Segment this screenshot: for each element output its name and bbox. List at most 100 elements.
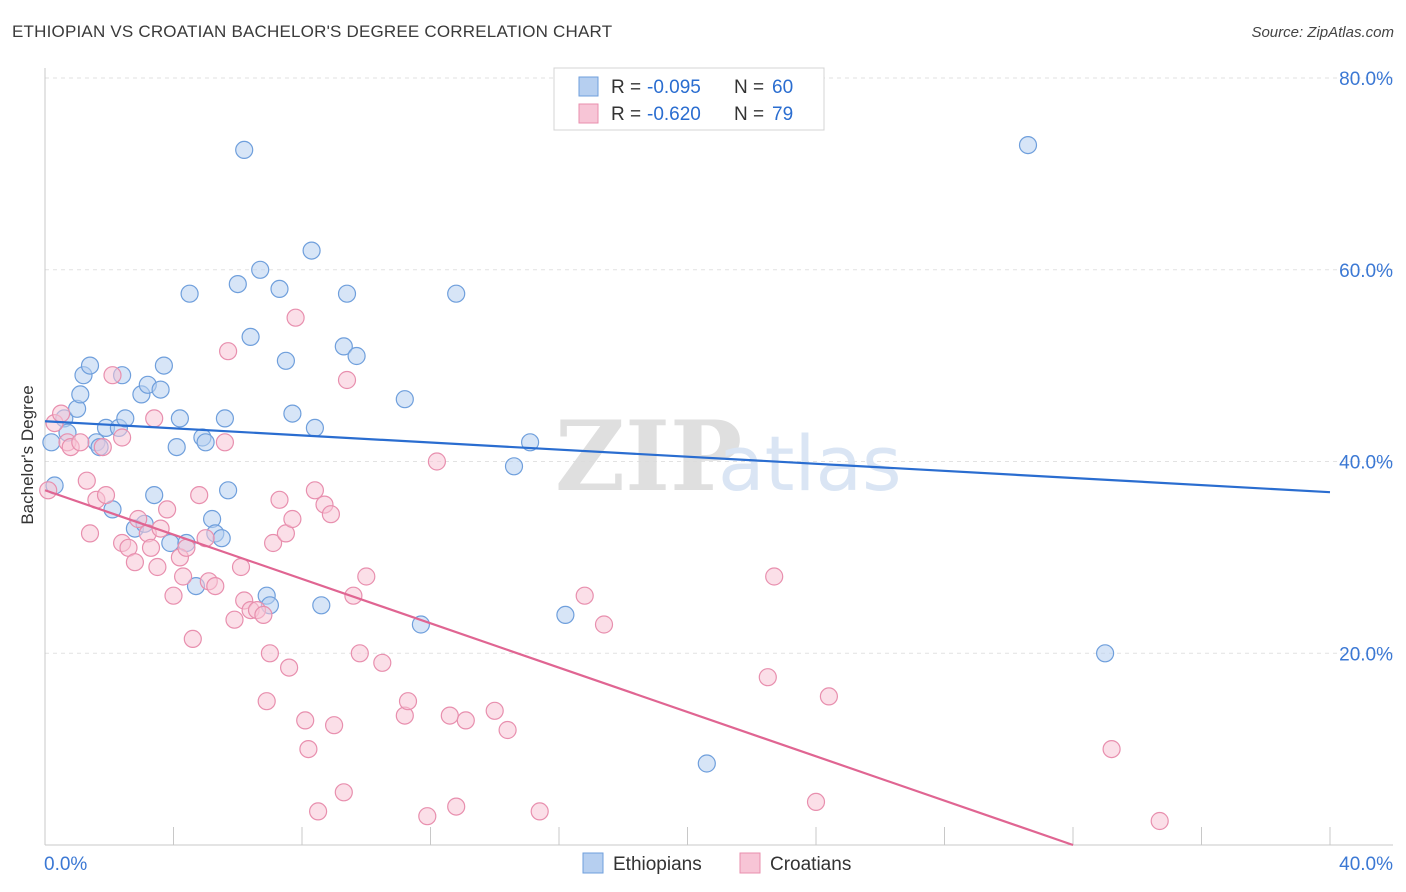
croatians-point <box>257 692 276 711</box>
croatians-n-value: 79 <box>772 104 793 125</box>
croatians-point <box>280 658 299 677</box>
legend-croatians-label: Croatians <box>770 854 851 875</box>
croatians-trend-line <box>44 489 1074 847</box>
stats-legend-box <box>553 67 825 131</box>
x-tick-label: 0.0% <box>44 854 87 875</box>
croatians-point <box>299 739 318 759</box>
croatians-point <box>296 711 315 730</box>
croatians-point <box>418 807 437 826</box>
croatians-point <box>309 802 328 821</box>
croatians-point <box>158 500 177 519</box>
croatians-point <box>456 711 475 730</box>
ethiopians-trend-line <box>44 420 1331 494</box>
y-tick-label: 40.0% <box>1339 453 1393 474</box>
croatians-point <box>765 567 784 586</box>
ethiopians-point <box>1095 644 1115 663</box>
ethiopians-point <box>270 279 289 298</box>
croatians-point <box>447 797 466 816</box>
croatians-point <box>758 668 777 687</box>
ethiopians-point <box>283 404 302 423</box>
ethiopians-r-label: R = <box>611 77 641 98</box>
croatians-point <box>225 610 244 629</box>
croatians-point <box>190 486 209 505</box>
croatians-point <box>183 629 202 649</box>
croatians-point <box>125 553 144 572</box>
croatians-point <box>819 687 839 706</box>
croatians-point <box>1150 811 1169 831</box>
croatians-point <box>283 509 302 529</box>
ethiopians-n-value: 60 <box>772 77 793 98</box>
ethiopians-point <box>145 486 164 505</box>
croatians-point <box>594 615 614 634</box>
croatians-r-label: R = <box>611 104 641 125</box>
croatians-point <box>398 692 418 711</box>
croatians-point <box>96 486 116 505</box>
y-tick-label: 60.0% <box>1339 261 1393 282</box>
y-tick-label: 80.0% <box>1339 69 1393 90</box>
croatians-point <box>806 792 826 812</box>
croatians-point <box>215 433 234 452</box>
axes <box>44 68 1393 846</box>
croatians-point <box>164 586 183 605</box>
ethiopians-point <box>228 275 247 294</box>
croatians-point <box>427 452 446 471</box>
croatians-n-label: N = <box>734 104 764 125</box>
chart-source: Source: ZipAtlas.com <box>1251 24 1394 41</box>
croatians-point <box>357 567 376 586</box>
y-tick-label: 20.0% <box>1339 644 1393 665</box>
legend-ethiopians-swatch <box>582 852 604 874</box>
ethiopians-point <box>161 533 180 553</box>
ethiopians-point <box>196 433 215 452</box>
ethiopians-point <box>504 457 524 476</box>
ethiopians-point <box>447 284 466 303</box>
croatians-point <box>260 644 279 663</box>
ethiopians-point <box>71 385 90 404</box>
ethiopians-point <box>302 241 321 260</box>
ethiopians-point <box>337 284 357 303</box>
ethiopians-point <box>241 327 260 346</box>
croatians-point <box>151 519 170 538</box>
legend-croatians-swatch <box>739 852 761 874</box>
croatians-point <box>270 490 289 509</box>
series-legend: Ethiopians Croatians <box>582 852 851 875</box>
ethiopians-point <box>556 605 575 625</box>
ethiopians-point <box>180 284 199 303</box>
croatians-point <box>498 720 517 740</box>
croatians-point <box>71 433 90 452</box>
ethiopians-n-label: N = <box>734 77 764 98</box>
x-tick-labels: 0.0% 40.0% <box>44 854 1393 875</box>
ethiopians-point <box>42 433 61 452</box>
ethiopians-point <box>276 351 295 370</box>
ethiopians-point <box>80 356 100 375</box>
ethiopians-point <box>347 346 366 366</box>
croatians-point <box>334 783 353 802</box>
ethiopians-point <box>1018 136 1038 155</box>
watermark: ZIP atlas <box>555 400 902 513</box>
croatians-point <box>112 428 132 447</box>
ethiopians-point <box>411 615 430 634</box>
ethiopians-point <box>116 409 135 428</box>
croatians-point <box>254 605 273 625</box>
ethiopians-point <box>395 390 414 409</box>
ethiopians-point <box>167 438 186 457</box>
croatians-point <box>373 653 392 672</box>
ethiopians-point <box>235 140 254 159</box>
watermark-zip: ZIP <box>555 400 742 513</box>
ethiopians-point <box>151 380 170 399</box>
croatians-point <box>350 644 369 663</box>
croatians-point <box>264 533 283 553</box>
croatians-point <box>77 471 96 490</box>
stats-legend: R = -0.095 N = 60 R = -0.620 N = 79 <box>553 67 825 131</box>
ethiopians-legend-swatch <box>578 76 599 97</box>
croatians-point <box>321 505 340 524</box>
croatians-point <box>325 716 344 735</box>
croatians-point <box>148 557 167 577</box>
croatians-point <box>337 370 357 390</box>
ethiopians-point <box>334 337 353 356</box>
croatians-point <box>286 308 305 327</box>
y-tick-labels: 20.0% 40.0% 60.0% 80.0% <box>1339 69 1393 665</box>
ethiopians-point <box>170 409 189 428</box>
ethiopians-point <box>697 754 716 773</box>
croatians-point <box>80 524 100 543</box>
